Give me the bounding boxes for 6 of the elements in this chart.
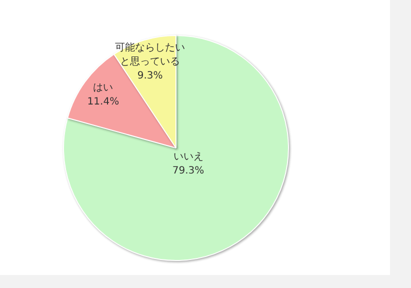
- data-label: 9.3%: [137, 70, 163, 82]
- data-label: 11.4%: [87, 96, 120, 108]
- slice-label: いいえ: [173, 152, 204, 163]
- slice-label: はい: [93, 82, 114, 94]
- slice-label: 可能ならしたいと思っている: [115, 41, 186, 68]
- data-label: 79.3%: [172, 166, 204, 177]
